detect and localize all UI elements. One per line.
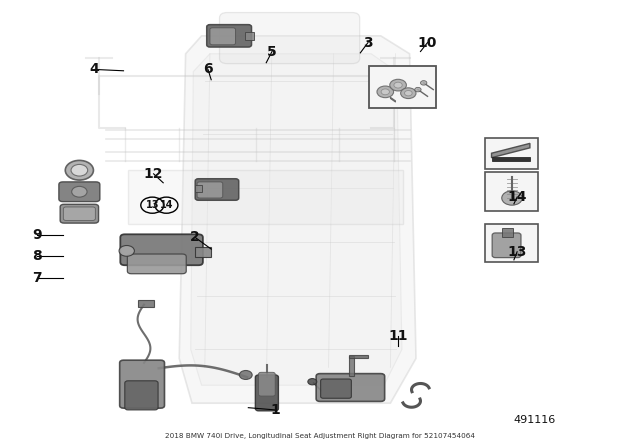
Bar <box>349 356 354 376</box>
Bar <box>138 300 154 307</box>
Circle shape <box>394 82 403 88</box>
Text: 3: 3 <box>363 35 373 50</box>
FancyBboxPatch shape <box>321 379 351 398</box>
Text: 2: 2 <box>190 230 200 245</box>
Bar <box>369 66 436 108</box>
Text: 14: 14 <box>159 200 173 210</box>
Text: 2018 BMW 740i Drive, Longitudinal Seat Adjustment Right Diagram for 52107454064: 2018 BMW 740i Drive, Longitudinal Seat A… <box>165 433 475 439</box>
Circle shape <box>71 164 88 176</box>
Bar <box>485 224 538 262</box>
Polygon shape <box>191 54 402 385</box>
Text: 13: 13 <box>145 200 159 210</box>
Text: 7: 7 <box>32 271 42 285</box>
Text: 13: 13 <box>508 245 527 259</box>
FancyBboxPatch shape <box>220 13 360 64</box>
Circle shape <box>65 160 93 180</box>
Text: 4: 4 <box>90 62 100 77</box>
Text: 10: 10 <box>418 35 437 50</box>
Text: 491116: 491116 <box>513 415 556 425</box>
Text: 14: 14 <box>508 190 527 204</box>
Circle shape <box>390 79 406 91</box>
Text: 1: 1 <box>270 403 280 417</box>
Circle shape <box>308 379 317 385</box>
Circle shape <box>239 370 252 379</box>
Circle shape <box>404 90 412 96</box>
Circle shape <box>72 186 87 197</box>
Bar <box>245 32 254 40</box>
Bar <box>195 185 202 192</box>
FancyBboxPatch shape <box>492 233 521 258</box>
FancyBboxPatch shape <box>316 374 385 401</box>
FancyBboxPatch shape <box>63 207 95 220</box>
Bar <box>502 228 513 237</box>
Bar <box>485 172 538 211</box>
FancyBboxPatch shape <box>59 182 100 202</box>
FancyBboxPatch shape <box>255 375 278 411</box>
Circle shape <box>415 87 421 92</box>
FancyBboxPatch shape <box>197 182 223 198</box>
FancyBboxPatch shape <box>195 179 239 200</box>
FancyBboxPatch shape <box>125 381 158 410</box>
Text: 8: 8 <box>32 249 42 263</box>
Circle shape <box>502 191 522 205</box>
FancyBboxPatch shape <box>120 360 164 408</box>
Circle shape <box>119 246 134 256</box>
Circle shape <box>401 88 416 99</box>
Circle shape <box>381 89 389 95</box>
Text: 11: 11 <box>388 329 408 343</box>
Polygon shape <box>492 143 530 158</box>
FancyBboxPatch shape <box>259 372 275 396</box>
Text: 5: 5 <box>267 44 277 59</box>
Bar <box>349 355 368 358</box>
Polygon shape <box>179 36 416 403</box>
FancyBboxPatch shape <box>127 254 186 274</box>
FancyBboxPatch shape <box>120 234 203 265</box>
FancyBboxPatch shape <box>60 204 99 223</box>
FancyBboxPatch shape <box>207 25 252 47</box>
Text: 12: 12 <box>144 167 163 181</box>
FancyBboxPatch shape <box>210 28 236 45</box>
Bar <box>195 247 211 257</box>
Polygon shape <box>128 170 403 224</box>
Text: 6: 6 <box>203 62 213 77</box>
Polygon shape <box>390 97 396 102</box>
Text: 9: 9 <box>32 228 42 242</box>
Bar <box>485 138 538 169</box>
Circle shape <box>377 86 394 98</box>
Circle shape <box>420 81 427 85</box>
Bar <box>492 157 530 161</box>
